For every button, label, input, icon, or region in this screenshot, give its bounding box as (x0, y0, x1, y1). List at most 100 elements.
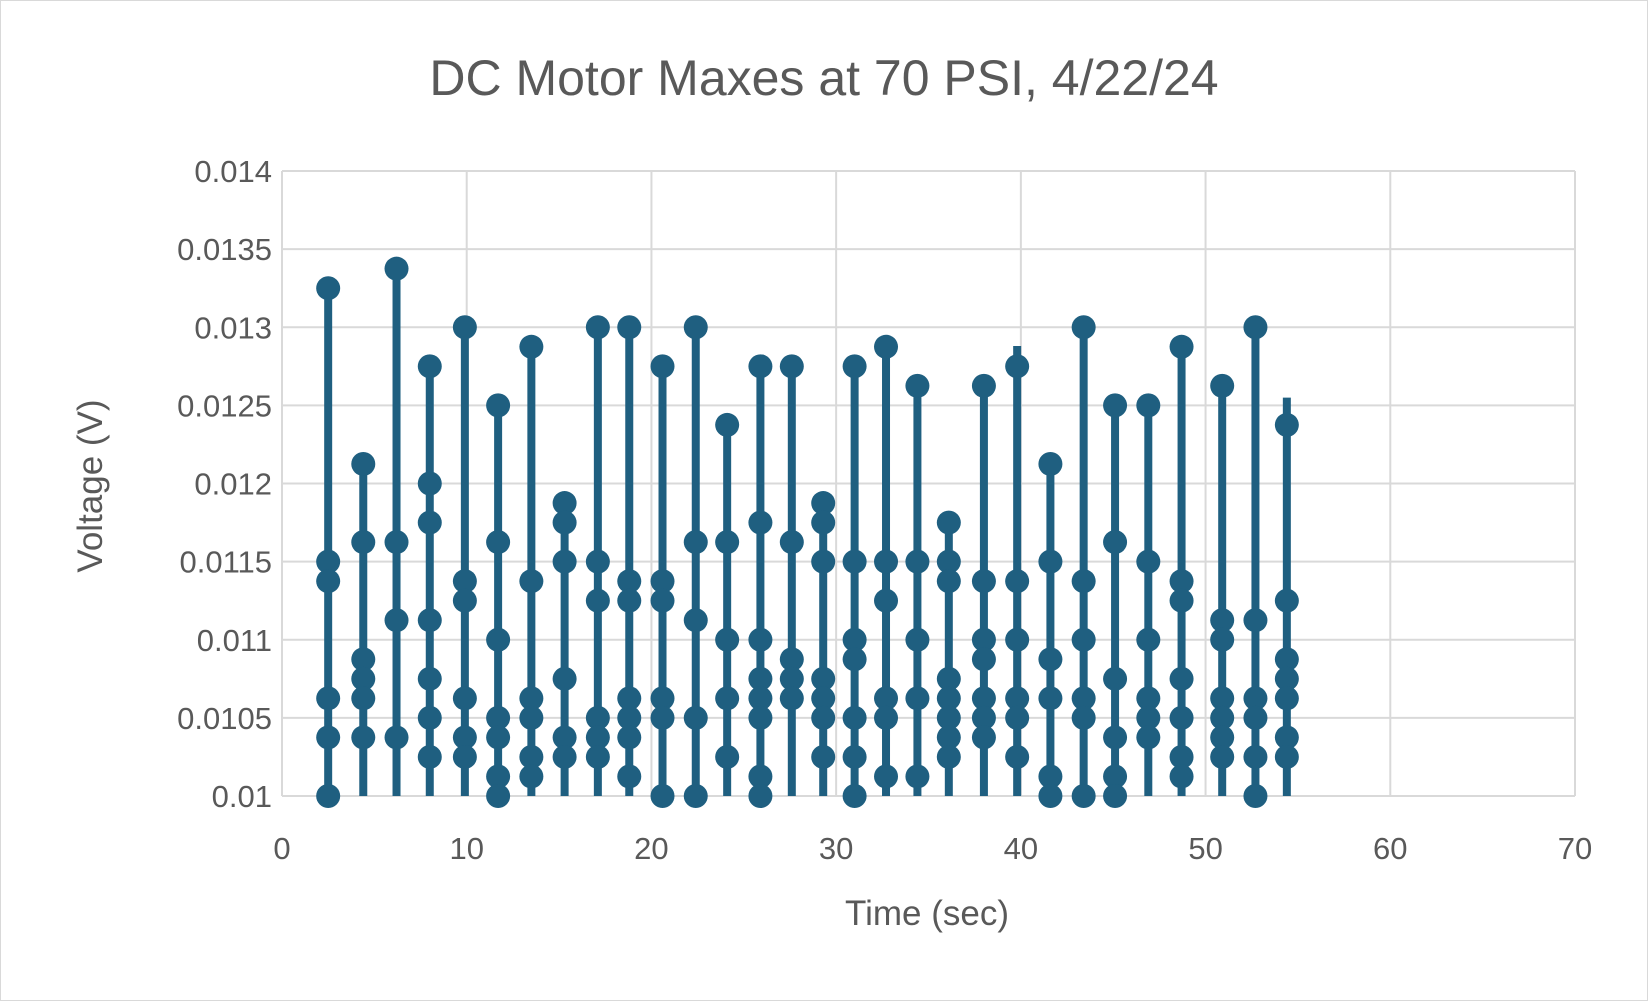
data-point (1071, 705, 1096, 730)
data-point (1210, 744, 1235, 769)
data-point (1136, 686, 1161, 711)
data-point (1210, 686, 1235, 711)
data-point (905, 549, 930, 574)
data-point (874, 686, 899, 711)
data-point (1005, 686, 1030, 711)
data-point (779, 686, 804, 711)
data-point (1169, 764, 1194, 789)
data-point (779, 530, 804, 555)
data-point (486, 530, 511, 555)
data-point (1136, 627, 1161, 652)
stem-group (683, 315, 708, 808)
y-tick-label: 0.01 (212, 779, 272, 814)
stem-group (748, 354, 773, 808)
data-point (1210, 627, 1235, 652)
y-tick-label: 0.011 (197, 623, 272, 658)
data-point (417, 666, 442, 691)
data-point (1071, 686, 1096, 711)
data-point (552, 549, 577, 574)
data-point (452, 686, 477, 711)
data-point (779, 647, 804, 672)
data-point (874, 764, 899, 789)
data-point (1243, 686, 1268, 711)
y-tick-label: 0.0125 (177, 388, 272, 423)
data-point (617, 588, 642, 613)
data-point (417, 608, 442, 633)
data-point (1136, 393, 1161, 418)
data-point (519, 569, 544, 594)
stem-group (1038, 451, 1063, 808)
x-axis-ticks: 0 10 20 30 40 50 60 70 (273, 831, 1592, 866)
data-point (1274, 725, 1299, 750)
data-point (486, 393, 511, 418)
data-point (971, 705, 996, 730)
data-point (1005, 569, 1030, 594)
data-point (650, 354, 675, 379)
data-point (519, 334, 544, 359)
data-point (842, 647, 867, 672)
data-point (585, 315, 610, 340)
data-point (874, 334, 899, 359)
stem-group (905, 373, 930, 796)
data-point (905, 764, 930, 789)
data-point (748, 686, 773, 711)
data-point (1243, 705, 1268, 730)
data-point (842, 354, 867, 379)
data-point (1005, 354, 1030, 379)
stem-group (971, 373, 996, 796)
data-point (971, 647, 996, 672)
data-point (1210, 608, 1235, 633)
data-point (779, 666, 804, 691)
y-tick-label: 0.012 (194, 467, 272, 502)
x-tick-label: 10 (449, 831, 483, 866)
data-point (1103, 764, 1128, 789)
data-point (748, 627, 773, 652)
data-point (1103, 666, 1128, 691)
data-point (1071, 569, 1096, 594)
x-tick-label: 0 (273, 831, 290, 866)
y-tick-label: 0.0105 (177, 701, 272, 736)
x-tick-label: 50 (1188, 831, 1222, 866)
data-point (417, 744, 442, 769)
data-point (552, 725, 577, 750)
data-point (683, 530, 708, 555)
data-point (811, 744, 836, 769)
data-point (452, 315, 477, 340)
y-axis-title: Voltage (V) (71, 399, 110, 572)
y-tick-label: 0.014 (194, 154, 272, 189)
stem-group (779, 354, 804, 796)
data-point (316, 725, 341, 750)
stem-group (715, 412, 740, 796)
data-point (486, 627, 511, 652)
data-point (1005, 705, 1030, 730)
data-point (683, 315, 708, 340)
stem-group (811, 491, 836, 796)
data-point (585, 588, 610, 613)
data-point (971, 373, 996, 398)
x-tick-label: 40 (1004, 831, 1038, 866)
data-point (384, 530, 409, 555)
data-point (971, 627, 996, 652)
stem-group (417, 354, 442, 796)
chart-title: DC Motor Maxes at 70 PSI, 4/22/24 (429, 50, 1218, 106)
data-point (811, 491, 836, 516)
data-point (748, 784, 773, 808)
stem-group (384, 256, 409, 796)
data-point (1103, 784, 1128, 808)
stem-group (1005, 346, 1030, 796)
data-point (1071, 627, 1096, 652)
data-point (1274, 412, 1299, 437)
data-point (715, 744, 740, 769)
data-point (617, 569, 642, 594)
data-point (1136, 549, 1161, 574)
data-point (905, 373, 930, 398)
data-point (1038, 647, 1063, 672)
data-point (842, 627, 867, 652)
data-point (519, 686, 544, 711)
data-point (936, 666, 961, 691)
data-point (1169, 744, 1194, 769)
data-point (1136, 725, 1161, 750)
data-point (936, 705, 961, 730)
data-point (1038, 686, 1063, 711)
